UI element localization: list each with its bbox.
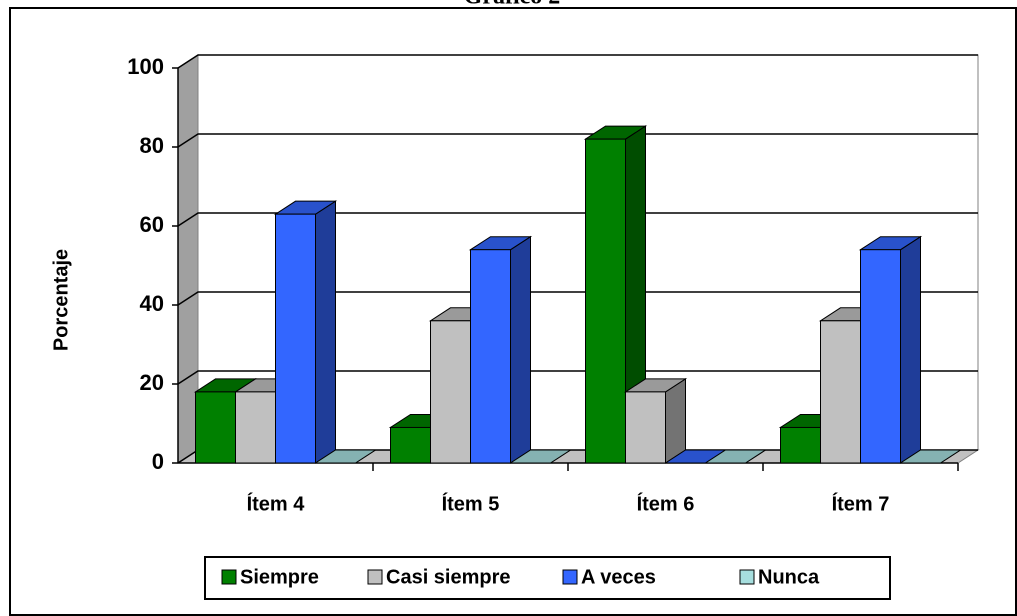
x-tick-label: Ítem 4	[247, 492, 306, 515]
y-tick-label: 100	[127, 54, 164, 79]
bar	[430, 320, 471, 464]
y-axis-label: Porcentaje	[50, 249, 72, 351]
bar-side	[510, 235, 531, 464]
bar	[390, 426, 431, 464]
legend-label: A veces	[581, 566, 656, 588]
bar	[195, 391, 236, 464]
title-gap	[460, 0, 570, 7]
bar-top	[703, 449, 768, 464]
bar-top	[313, 449, 378, 464]
y-tick-label: 0	[152, 449, 164, 474]
y-tick-label: 20	[140, 370, 164, 395]
bar-side	[665, 377, 686, 464]
chart-title: Gráfico 2	[464, 0, 561, 10]
grid-line	[177, 291, 978, 306]
bar	[860, 249, 901, 464]
bar	[235, 391, 276, 464]
legend-swatch	[562, 569, 578, 585]
y-tick-label: 80	[140, 133, 164, 158]
bar-side	[900, 235, 921, 464]
grid-line	[177, 133, 978, 148]
bar	[585, 138, 626, 464]
legend-swatch	[367, 569, 383, 585]
x-tick-label: Ítem 7	[832, 492, 890, 515]
grid-line	[177, 370, 978, 385]
bar-top	[898, 449, 963, 464]
bar	[470, 249, 511, 464]
legend-swatch	[739, 569, 755, 585]
grid-line	[177, 54, 978, 69]
grid-line	[177, 212, 978, 227]
bar	[780, 426, 821, 464]
x-tick-label: Ítem 5	[442, 492, 500, 515]
y-tick-label: 40	[140, 291, 164, 316]
legend-label: Nunca	[758, 566, 820, 588]
legend	[204, 556, 891, 600]
y-tick-label: 60	[140, 212, 164, 237]
bar	[275, 213, 316, 464]
legend-swatch	[221, 569, 237, 585]
bar-side	[315, 200, 336, 464]
bar	[820, 320, 861, 464]
legend-label: Casi siempre	[386, 566, 511, 588]
legend-label: Siempre	[240, 566, 319, 588]
bar	[625, 391, 666, 464]
x-tick-label: Ítem 6	[637, 492, 695, 515]
bar-top	[508, 449, 573, 464]
